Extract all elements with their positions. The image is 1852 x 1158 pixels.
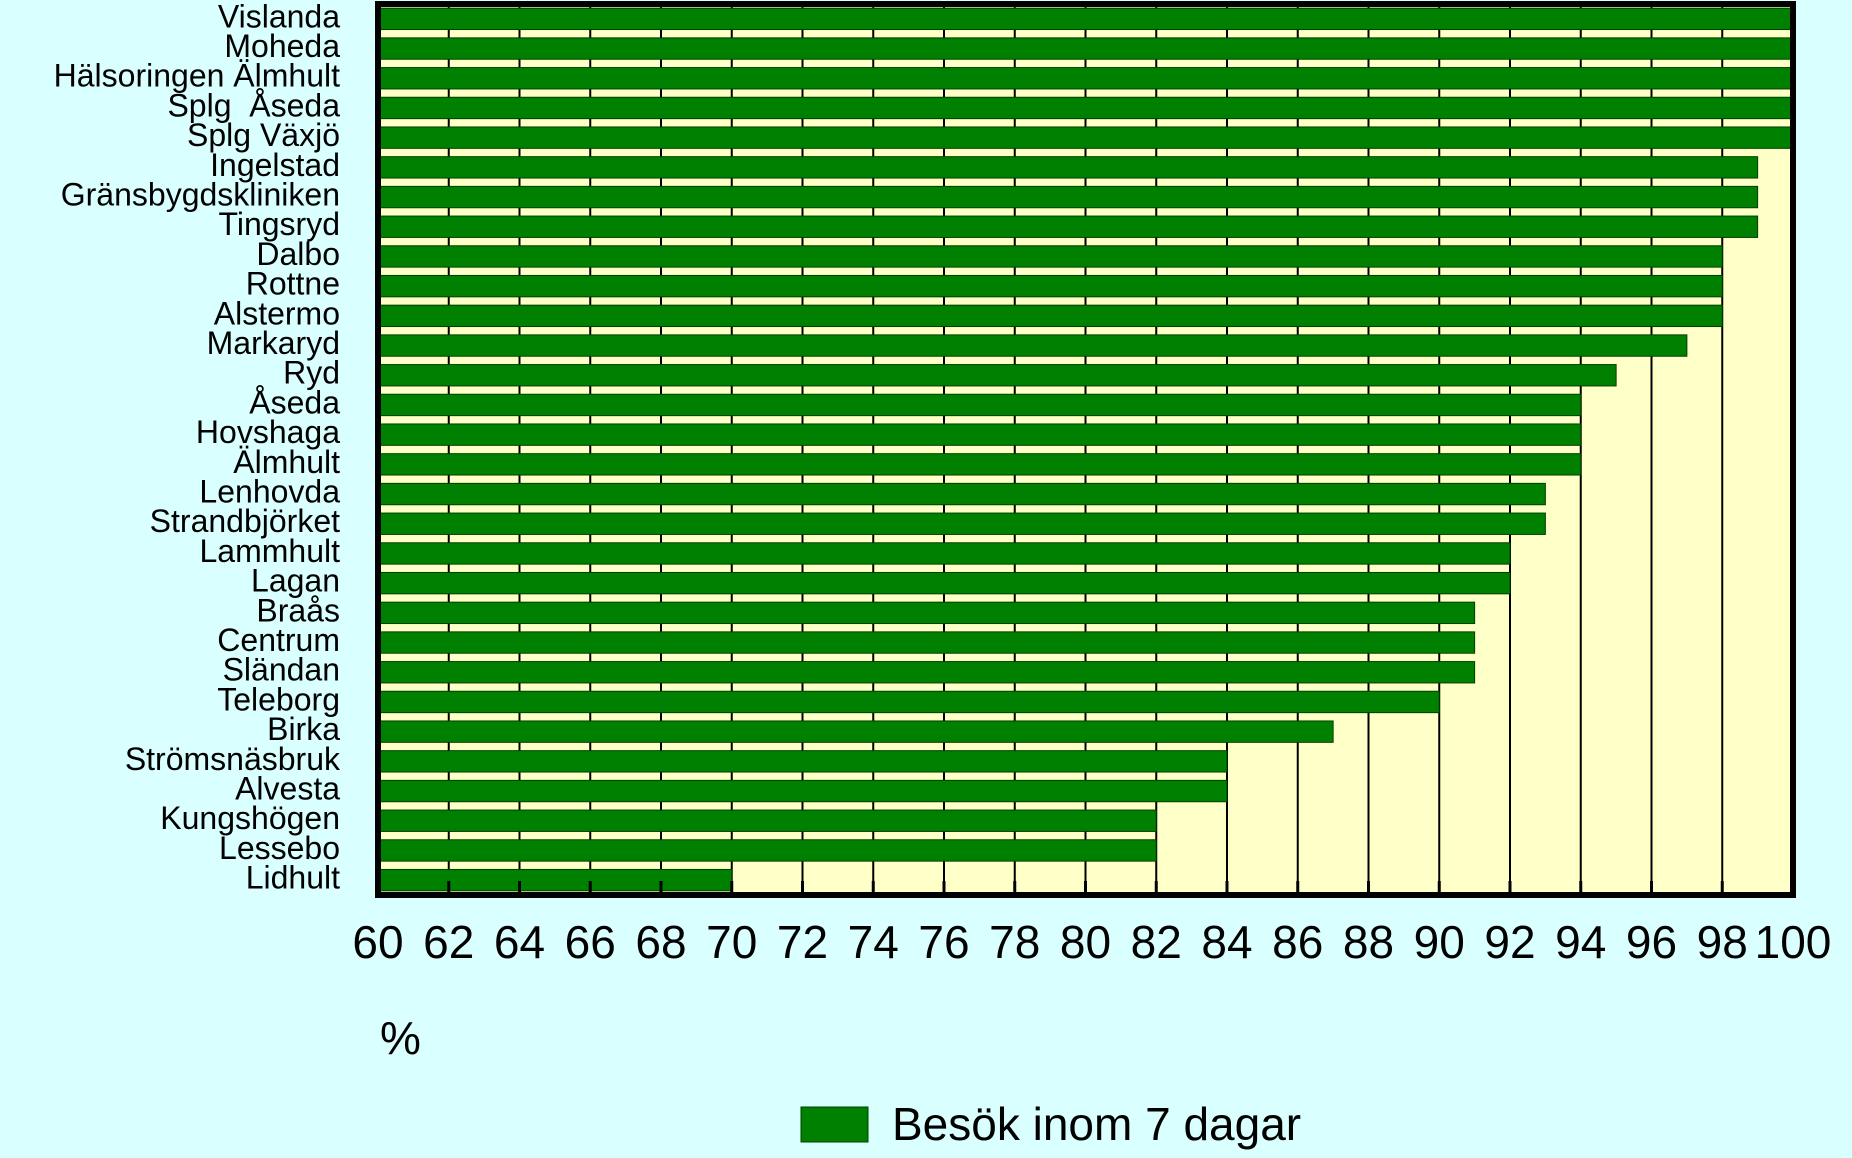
bar (377, 37, 1794, 60)
y-tick-label: Hovshaga (196, 414, 340, 450)
x-tick-label: 92 (1484, 916, 1535, 968)
x-axis-label: % (380, 1012, 421, 1064)
legend-label: Besök inom 7 dagar (892, 1098, 1301, 1150)
y-tick-label: Åseda (249, 384, 340, 420)
bar (377, 809, 1157, 832)
bar (377, 423, 1582, 446)
y-tick-label: Birka (267, 711, 340, 747)
x-tick-label: 64 (494, 916, 545, 968)
bar (377, 304, 1723, 328)
bar (377, 482, 1546, 506)
bar (377, 720, 1334, 743)
y-tick-label: Strömsnäsbruk (125, 741, 341, 777)
bar (377, 542, 1511, 565)
x-tick-label: 76 (918, 916, 969, 968)
bar (377, 7, 1794, 31)
bar (377, 750, 1228, 773)
x-tick-label: 86 (1272, 916, 1323, 968)
x-tick-label: 98 (1697, 916, 1748, 968)
bar (377, 601, 1476, 625)
bar (377, 215, 1759, 238)
x-tick-label: 88 (1343, 916, 1394, 968)
bar (377, 393, 1582, 417)
x-tick-label: 94 (1555, 916, 1606, 968)
bar (377, 512, 1546, 535)
y-tick-label: Splg Växjö (187, 117, 340, 153)
bar (377, 779, 1228, 803)
y-tick-label: Lammhult (200, 533, 341, 569)
y-tick-label: Hälsoringen Älmhult (54, 58, 340, 94)
x-tick-label: 90 (1414, 916, 1465, 968)
bar (377, 156, 1759, 179)
y-tick-label: Vislanda (218, 0, 340, 34)
y-tick-label: Ingelstad (210, 147, 340, 183)
y-tick-label: Markaryd (207, 325, 340, 361)
y-tick-label: Lessebo (219, 830, 340, 866)
bar (377, 661, 1476, 684)
bar (377, 868, 733, 892)
y-tick-label: Alstermo (214, 295, 340, 331)
y-tick-label: Tingsryd (218, 206, 340, 242)
bar (377, 245, 1723, 268)
x-tick-label: 60 (352, 916, 403, 968)
y-tick-label: Gränsbygdskliniken (61, 177, 340, 213)
x-tick-label: 80 (1060, 916, 1111, 968)
y-tick-label: Ryd (283, 355, 340, 391)
y-tick-label: Lagan (251, 563, 340, 599)
x-tick-label: 62 (423, 916, 474, 968)
y-tick-label: Teleborg (217, 681, 340, 717)
y-tick-label: Lidhult (246, 860, 340, 896)
x-tick-label: 70 (706, 916, 757, 968)
x-tick-label: 72 (777, 916, 828, 968)
y-tick-label: Kungshögen (160, 800, 340, 836)
y-tick-label: Älmhult (233, 444, 340, 480)
y-tick-label: Lenhovda (199, 474, 340, 510)
x-tick-label: 74 (848, 916, 899, 968)
legend-swatch (800, 1106, 869, 1143)
plot-frame (375, 1, 1796, 898)
bar (377, 185, 1759, 209)
y-tick-label: Splg Åseda (167, 87, 340, 123)
y-tick-label: Dalbo (256, 236, 340, 272)
x-tick-label: 84 (1201, 916, 1252, 968)
y-tick-label: Centrum (217, 622, 340, 658)
y-tick-label: Rottne (246, 266, 340, 302)
x-tick-label: 82 (1131, 916, 1182, 968)
bar (377, 453, 1582, 476)
y-tick-label: Braås (256, 592, 340, 628)
bar (377, 839, 1157, 862)
y-tick-label: Alvesta (235, 771, 340, 807)
bar (377, 690, 1440, 714)
bar (377, 96, 1794, 120)
bar (377, 571, 1511, 595)
bar (377, 274, 1723, 298)
x-tick-label: 96 (1626, 916, 1677, 968)
x-tick-label: 100 (1755, 916, 1832, 968)
bar (377, 631, 1476, 654)
bar (377, 126, 1794, 149)
y-tick-label: Moheda (224, 28, 340, 64)
y-tick-label: Strandbjörket (150, 503, 340, 539)
x-tick-label: 68 (635, 916, 686, 968)
x-tick-label: 78 (989, 916, 1040, 968)
bar (377, 67, 1794, 90)
bar (377, 334, 1688, 357)
y-tick-label: Sländan (223, 652, 340, 688)
x-tick-label: 66 (565, 916, 616, 968)
bar (377, 364, 1617, 387)
